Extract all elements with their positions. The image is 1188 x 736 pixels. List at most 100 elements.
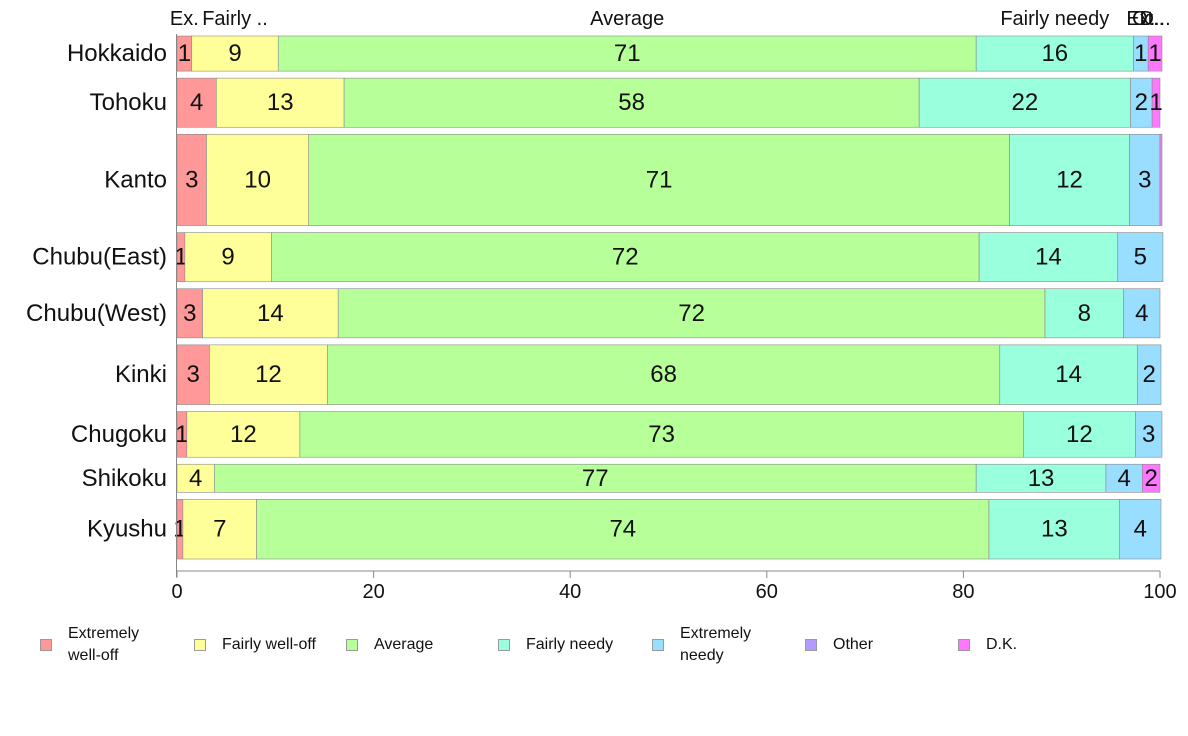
category-label: Shikoku xyxy=(82,465,167,492)
bar-segment xyxy=(191,35,279,72)
data-label: 7 xyxy=(213,516,226,543)
data-label: 2 xyxy=(1143,361,1156,388)
data-label: 10 xyxy=(244,166,271,193)
bar-segment xyxy=(918,77,1131,128)
top-series-label: Ex. xyxy=(1126,8,1155,30)
data-label: 72 xyxy=(612,244,639,271)
category-label: Kinki xyxy=(115,361,167,388)
legend-label: Average xyxy=(374,636,434,653)
data-label: 4 xyxy=(1117,465,1130,492)
bar-segment xyxy=(1142,463,1161,493)
category-label: Chugoku xyxy=(71,421,167,448)
bar-segment xyxy=(256,499,990,560)
legend-label: Other xyxy=(833,636,874,653)
data-label: 8 xyxy=(1078,300,1091,327)
legend-swatch xyxy=(652,639,664,651)
bar-segment xyxy=(277,35,977,72)
bar-segment xyxy=(308,133,1010,226)
data-label: 1 xyxy=(175,421,188,448)
bar-segment xyxy=(1023,411,1136,458)
bar-segment xyxy=(1137,344,1162,405)
data-label: 77 xyxy=(582,465,609,492)
bar-segment xyxy=(1147,35,1163,72)
data-label: 4 xyxy=(190,89,203,116)
data-label: 1 xyxy=(1134,40,1147,67)
bar-segment xyxy=(327,344,1001,405)
data-label: 1 xyxy=(1149,89,1162,116)
data-label: 16 xyxy=(1041,40,1068,67)
data-label: 74 xyxy=(609,516,636,543)
bar-segment xyxy=(988,499,1120,560)
legend-label: Extremely well-off xyxy=(68,625,140,664)
legend-item: Extremely well-off xyxy=(40,620,139,670)
data-label: 13 xyxy=(1041,516,1068,543)
data-label: 3 xyxy=(183,300,196,327)
category-label: Kyushu xyxy=(87,516,167,543)
data-label: 14 xyxy=(1055,361,1082,388)
data-label: 22 xyxy=(1011,89,1038,116)
bar-segment xyxy=(271,232,980,283)
bar-segment xyxy=(299,411,1024,458)
bar-segment xyxy=(209,344,328,405)
category-label: Chubu(West) xyxy=(26,300,167,327)
category-label: Hokkaido xyxy=(67,40,167,67)
data-label: 73 xyxy=(648,421,675,448)
top-series-label: D... xyxy=(1140,8,1171,30)
legend-swatch xyxy=(346,639,358,651)
data-label: 3 xyxy=(187,361,200,388)
x-tick-label: 0 xyxy=(171,581,182,603)
bar-segment xyxy=(216,77,345,128)
bar-segment xyxy=(1123,288,1161,339)
legend-swatch xyxy=(194,639,206,651)
legend-item: Fairly needy xyxy=(498,620,613,670)
bar-segment xyxy=(1044,288,1124,339)
data-label: 12 xyxy=(255,361,282,388)
bar-segment xyxy=(337,288,1046,339)
data-label: 3 xyxy=(1142,421,1155,448)
x-tick-label: 100 xyxy=(1143,581,1176,603)
bar-segment xyxy=(999,344,1138,405)
category-label: Chubu(East) xyxy=(32,244,167,271)
data-label: 5 xyxy=(1134,244,1147,271)
bar-segment xyxy=(176,344,210,405)
data-label: 1 xyxy=(178,40,191,67)
legend-swatch xyxy=(498,639,510,651)
data-label: 12 xyxy=(1066,421,1093,448)
x-tick-label: 80 xyxy=(952,581,974,603)
top-series-label: Ex. xyxy=(170,8,199,30)
legend-item: Fairly well-off xyxy=(194,620,316,670)
bar-segment xyxy=(214,463,977,493)
legend-label: Fairly needy xyxy=(526,636,614,653)
data-label: 13 xyxy=(1028,465,1055,492)
bar-segment xyxy=(978,232,1119,283)
data-label: 4 xyxy=(1135,300,1148,327)
legend-swatch xyxy=(805,639,817,651)
bar-segment xyxy=(1009,133,1130,226)
bar-segment xyxy=(202,288,339,339)
category-label: Tohoku xyxy=(90,89,167,116)
bar-segment xyxy=(1117,232,1164,283)
top-series-label: Ot.. xyxy=(1132,8,1164,30)
bar-segment xyxy=(1135,411,1163,458)
data-label: 4 xyxy=(189,465,202,492)
data-label: 68 xyxy=(650,361,677,388)
bar-segment xyxy=(975,35,1134,72)
legend-label: D.K. xyxy=(986,636,1018,653)
data-label: 13 xyxy=(267,89,294,116)
bar-segment xyxy=(1119,499,1162,560)
data-label: 71 xyxy=(614,40,641,67)
bar-segment xyxy=(343,77,920,128)
legend-item: Other xyxy=(805,620,873,670)
legend: Extremely well-off Fairly well-off Average… xyxy=(40,620,1180,670)
bar-segment xyxy=(1105,463,1143,493)
top-series-label: Fairly needy xyxy=(1000,8,1109,30)
bar-segment xyxy=(184,232,272,283)
legend-item: Average xyxy=(346,620,433,670)
data-label: 9 xyxy=(221,244,234,271)
bar-segment xyxy=(182,499,257,560)
x-tick-label: 40 xyxy=(559,581,581,603)
legend-item: D.K. xyxy=(958,620,1017,670)
bar-segment xyxy=(186,411,301,458)
data-label: 58 xyxy=(618,89,645,116)
